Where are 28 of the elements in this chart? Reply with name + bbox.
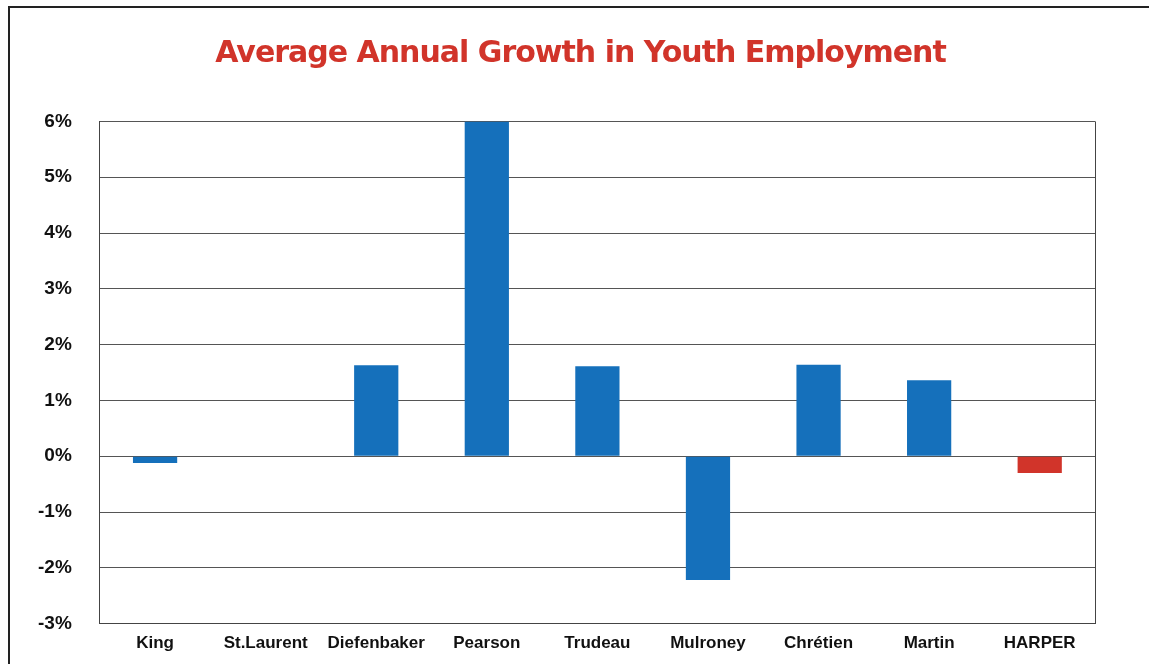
x-tick-label: Chrétien xyxy=(784,633,854,653)
x-tick-label: Mulroney xyxy=(670,633,747,653)
bar xyxy=(796,364,841,456)
y-tick-label: -1% xyxy=(37,500,72,522)
bar xyxy=(575,366,620,456)
y-tick-label: 5% xyxy=(44,165,72,187)
y-tick-label: -3% xyxy=(37,611,72,633)
bar xyxy=(132,456,178,463)
y-tick-label: 4% xyxy=(44,221,72,243)
x-tick-label: St.Laurent xyxy=(223,633,309,653)
x-tick-label: Trudeau xyxy=(564,633,631,653)
y-tick-label: 6% xyxy=(44,109,72,131)
x-tick-label: HARPER xyxy=(1003,633,1076,653)
bar xyxy=(685,456,731,581)
bar xyxy=(1017,456,1062,473)
y-tick-label: 0% xyxy=(44,444,72,466)
x-tick-label: Diefenbaker xyxy=(327,633,426,653)
y-tick-label: 1% xyxy=(44,388,72,410)
y-tick-label: 3% xyxy=(44,277,72,299)
chart-title: Average Annual Growth in Youth Employment xyxy=(214,34,948,69)
y-tick-label: -2% xyxy=(37,556,72,578)
bar xyxy=(354,365,399,456)
x-tick-label: King xyxy=(136,633,174,653)
bar xyxy=(464,121,509,456)
x-tick-label: Pearson xyxy=(453,633,521,653)
bar xyxy=(907,380,952,456)
y-tick-label: 2% xyxy=(44,332,72,354)
x-tick-label: Martin xyxy=(903,633,955,653)
